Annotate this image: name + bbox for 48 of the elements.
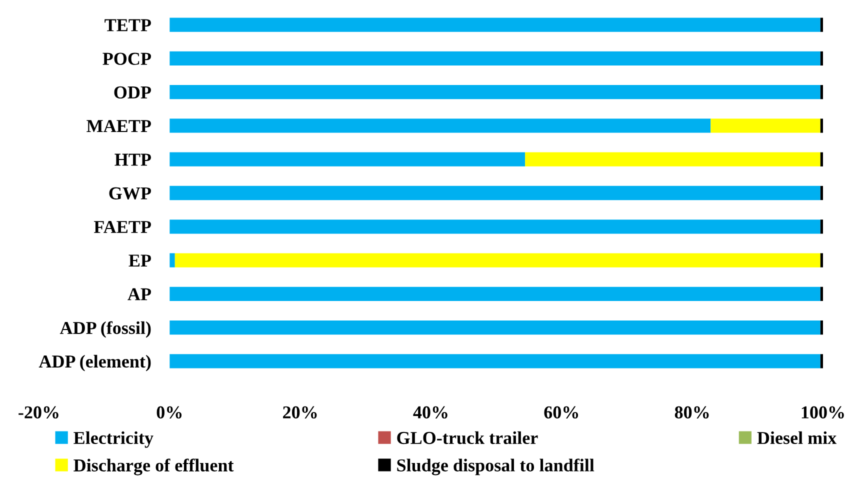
bar (820, 286, 823, 301)
bar (820, 320, 823, 335)
y-tick-label: HTP (114, 154, 151, 166)
bar (820, 85, 823, 100)
bar (820, 186, 823, 200)
bar (170, 354, 820, 368)
legend-label: Electricity (74, 431, 154, 448)
x-tick-label: 20% (283, 406, 317, 419)
bar (174, 253, 820, 268)
bar (820, 118, 823, 133)
y-tick-label: GWP (109, 187, 151, 200)
bar (170, 118, 711, 133)
legend-label: GLO-truck trailer (397, 431, 538, 444)
bar (710, 118, 820, 133)
x-tick-label: 60% (544, 406, 578, 419)
bar (170, 220, 820, 234)
bar (820, 18, 823, 32)
bar (820, 354, 823, 368)
bar (170, 18, 820, 32)
bar (170, 320, 820, 335)
y-tick-label: POCP (102, 52, 151, 65)
x-tick-label: 100% (802, 406, 844, 419)
x-tick-label: 40% (413, 406, 448, 419)
x-tick-label: -20% (18, 406, 58, 419)
y-tick-label: EP (128, 254, 151, 267)
bar (820, 220, 823, 234)
legend-label: Sludge disposal to landfill (397, 458, 594, 476)
y-tick-label: ADP (fossil) (60, 321, 151, 338)
legend-label: Discharge of effluent (74, 458, 234, 476)
bar (170, 152, 526, 166)
bar (170, 51, 820, 66)
bar (525, 152, 820, 166)
y-tick-label: ODP (114, 86, 151, 99)
bar (820, 51, 823, 66)
bar (820, 253, 823, 268)
x-tick-label: 80% (674, 406, 709, 419)
bar (820, 152, 823, 166)
y-tick-label: MAETP (86, 120, 151, 132)
bar (170, 286, 820, 301)
legend-label: Diesel mix (757, 431, 837, 444)
y-tick-label: ADP (element) (38, 354, 151, 372)
y-tick-label: FAETP (94, 220, 151, 233)
bar (170, 186, 820, 200)
y-tick-label: TETP (104, 19, 151, 32)
bar (170, 85, 820, 100)
bar (170, 253, 175, 268)
x-tick-label: 0% (156, 406, 182, 419)
y-tick-label: AP (128, 288, 151, 300)
